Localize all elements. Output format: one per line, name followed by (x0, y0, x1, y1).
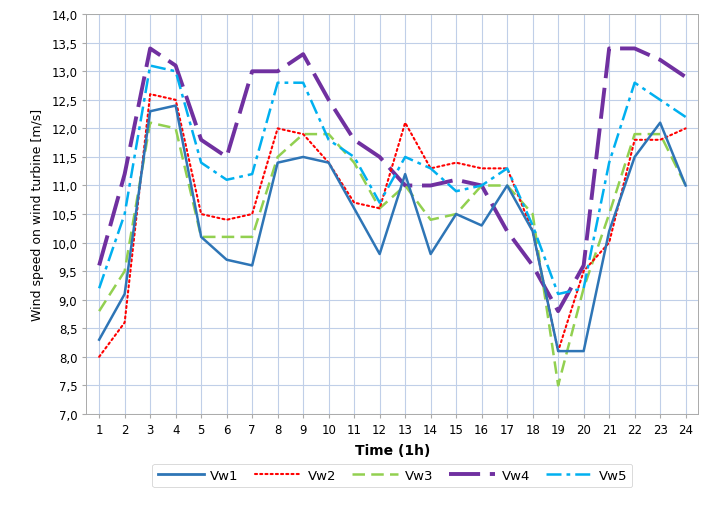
Legend: Vw1, Vw2, Vw3, Vw4, Vw5: Vw1, Vw2, Vw3, Vw4, Vw5 (153, 464, 632, 487)
Y-axis label: Wind speed on wind turbine [m/s]: Wind speed on wind turbine [m/s] (31, 109, 45, 321)
X-axis label: Time (1h): Time (1h) (355, 443, 430, 457)
